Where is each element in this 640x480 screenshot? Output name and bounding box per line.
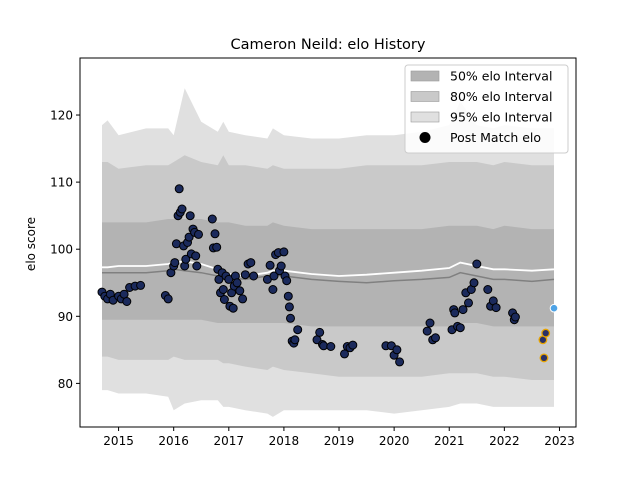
- data-point: [293, 325, 303, 335]
- legend-swatch: [410, 111, 440, 123]
- data-point: [286, 313, 295, 323]
- legend-label: 80% elo Interval: [450, 89, 552, 104]
- x-tick-label: 2019: [324, 434, 355, 448]
- data-point: [510, 312, 520, 322]
- legend-label: 50% elo Interval: [450, 69, 552, 84]
- data-point-forecast: [549, 303, 559, 313]
- data-point: [283, 291, 293, 301]
- data-point: [431, 333, 440, 343]
- y-tick-label: 120: [50, 109, 73, 123]
- data-point: [425, 318, 435, 328]
- data-point: [192, 261, 202, 271]
- data-point: [163, 294, 173, 304]
- data-point: [246, 258, 256, 268]
- data-point: [177, 204, 187, 214]
- data-point: [450, 308, 460, 318]
- legend-label: 95% elo Interval: [450, 110, 552, 125]
- x-tick-label: 2021: [434, 434, 465, 448]
- plot-area: [97, 88, 559, 417]
- x-tick-label: 2022: [489, 434, 520, 448]
- legend-swatch: [410, 91, 440, 102]
- legend: 50% elo Interval 80% elo Interval 95% elo …: [404, 64, 569, 154]
- x-tick-label: 2016: [158, 434, 189, 448]
- data-point: [174, 184, 184, 194]
- data-point: [268, 285, 278, 294]
- data-point: [207, 214, 217, 224]
- data-point: [228, 303, 238, 313]
- chart-title: Cameron Neild: elo History: [231, 37, 426, 53]
- data-point: [212, 242, 222, 252]
- data-point: [464, 298, 473, 308]
- x-tick-label: 2017: [214, 434, 245, 448]
- y-axis-label: elo score: [24, 217, 38, 271]
- data-point: [472, 259, 482, 269]
- data-point: [235, 286, 245, 296]
- legend-box: [404, 64, 569, 154]
- data-point: [240, 270, 250, 280]
- data-point: [170, 258, 180, 268]
- legend-marker: [419, 132, 431, 143]
- data-point: [279, 247, 289, 257]
- x-tick-label: 2018: [269, 434, 300, 448]
- y-tick-label: 90: [58, 310, 73, 324]
- data-point: [282, 276, 292, 286]
- data-point: [290, 335, 300, 345]
- data-point: [483, 285, 493, 294]
- data-point: [392, 345, 402, 355]
- data-point: [191, 251, 201, 261]
- data-point: [348, 340, 358, 350]
- data-point: [284, 302, 294, 312]
- legend-label: Post Match elo: [450, 130, 541, 145]
- data-point: [491, 303, 501, 313]
- y-tick-label: 80: [58, 377, 73, 391]
- x-tick-label: 2015: [103, 434, 134, 448]
- data-point: [326, 342, 336, 351]
- x-tick-label: 2023: [544, 434, 575, 448]
- data-point: [276, 261, 286, 271]
- data-point: [194, 229, 203, 239]
- data-point: [265, 260, 275, 270]
- data-point: [119, 289, 129, 299]
- data-point-recent: [539, 353, 549, 363]
- data-point: [315, 327, 325, 337]
- data-point: [455, 323, 465, 333]
- data-point: [210, 229, 220, 239]
- data-point: [422, 326, 432, 336]
- y-tick-label: 100: [50, 243, 73, 257]
- data-point: [232, 278, 242, 288]
- plot-frame: [79, 57, 577, 428]
- data-point: [269, 271, 279, 281]
- data-point-recent: [541, 328, 551, 338]
- data-point: [238, 294, 248, 304]
- data-point: [218, 285, 228, 294]
- data-point: [185, 211, 195, 221]
- data-point: [395, 357, 405, 367]
- legend-swatch: [410, 70, 440, 82]
- data-point: [181, 254, 191, 264]
- data-point: [122, 297, 132, 306]
- x-tick-label: 2020: [379, 434, 410, 448]
- data-point: [219, 295, 229, 304]
- data-point: [249, 271, 259, 281]
- data-point: [458, 305, 468, 315]
- data-point: [136, 280, 146, 290]
- axes: 2015 2016 2017 2018 2019 2020 2021 2022 2023 80 90…: [50, 57, 577, 448]
- data-point: [469, 278, 479, 288]
- y-tick-label: 110: [50, 176, 73, 190]
